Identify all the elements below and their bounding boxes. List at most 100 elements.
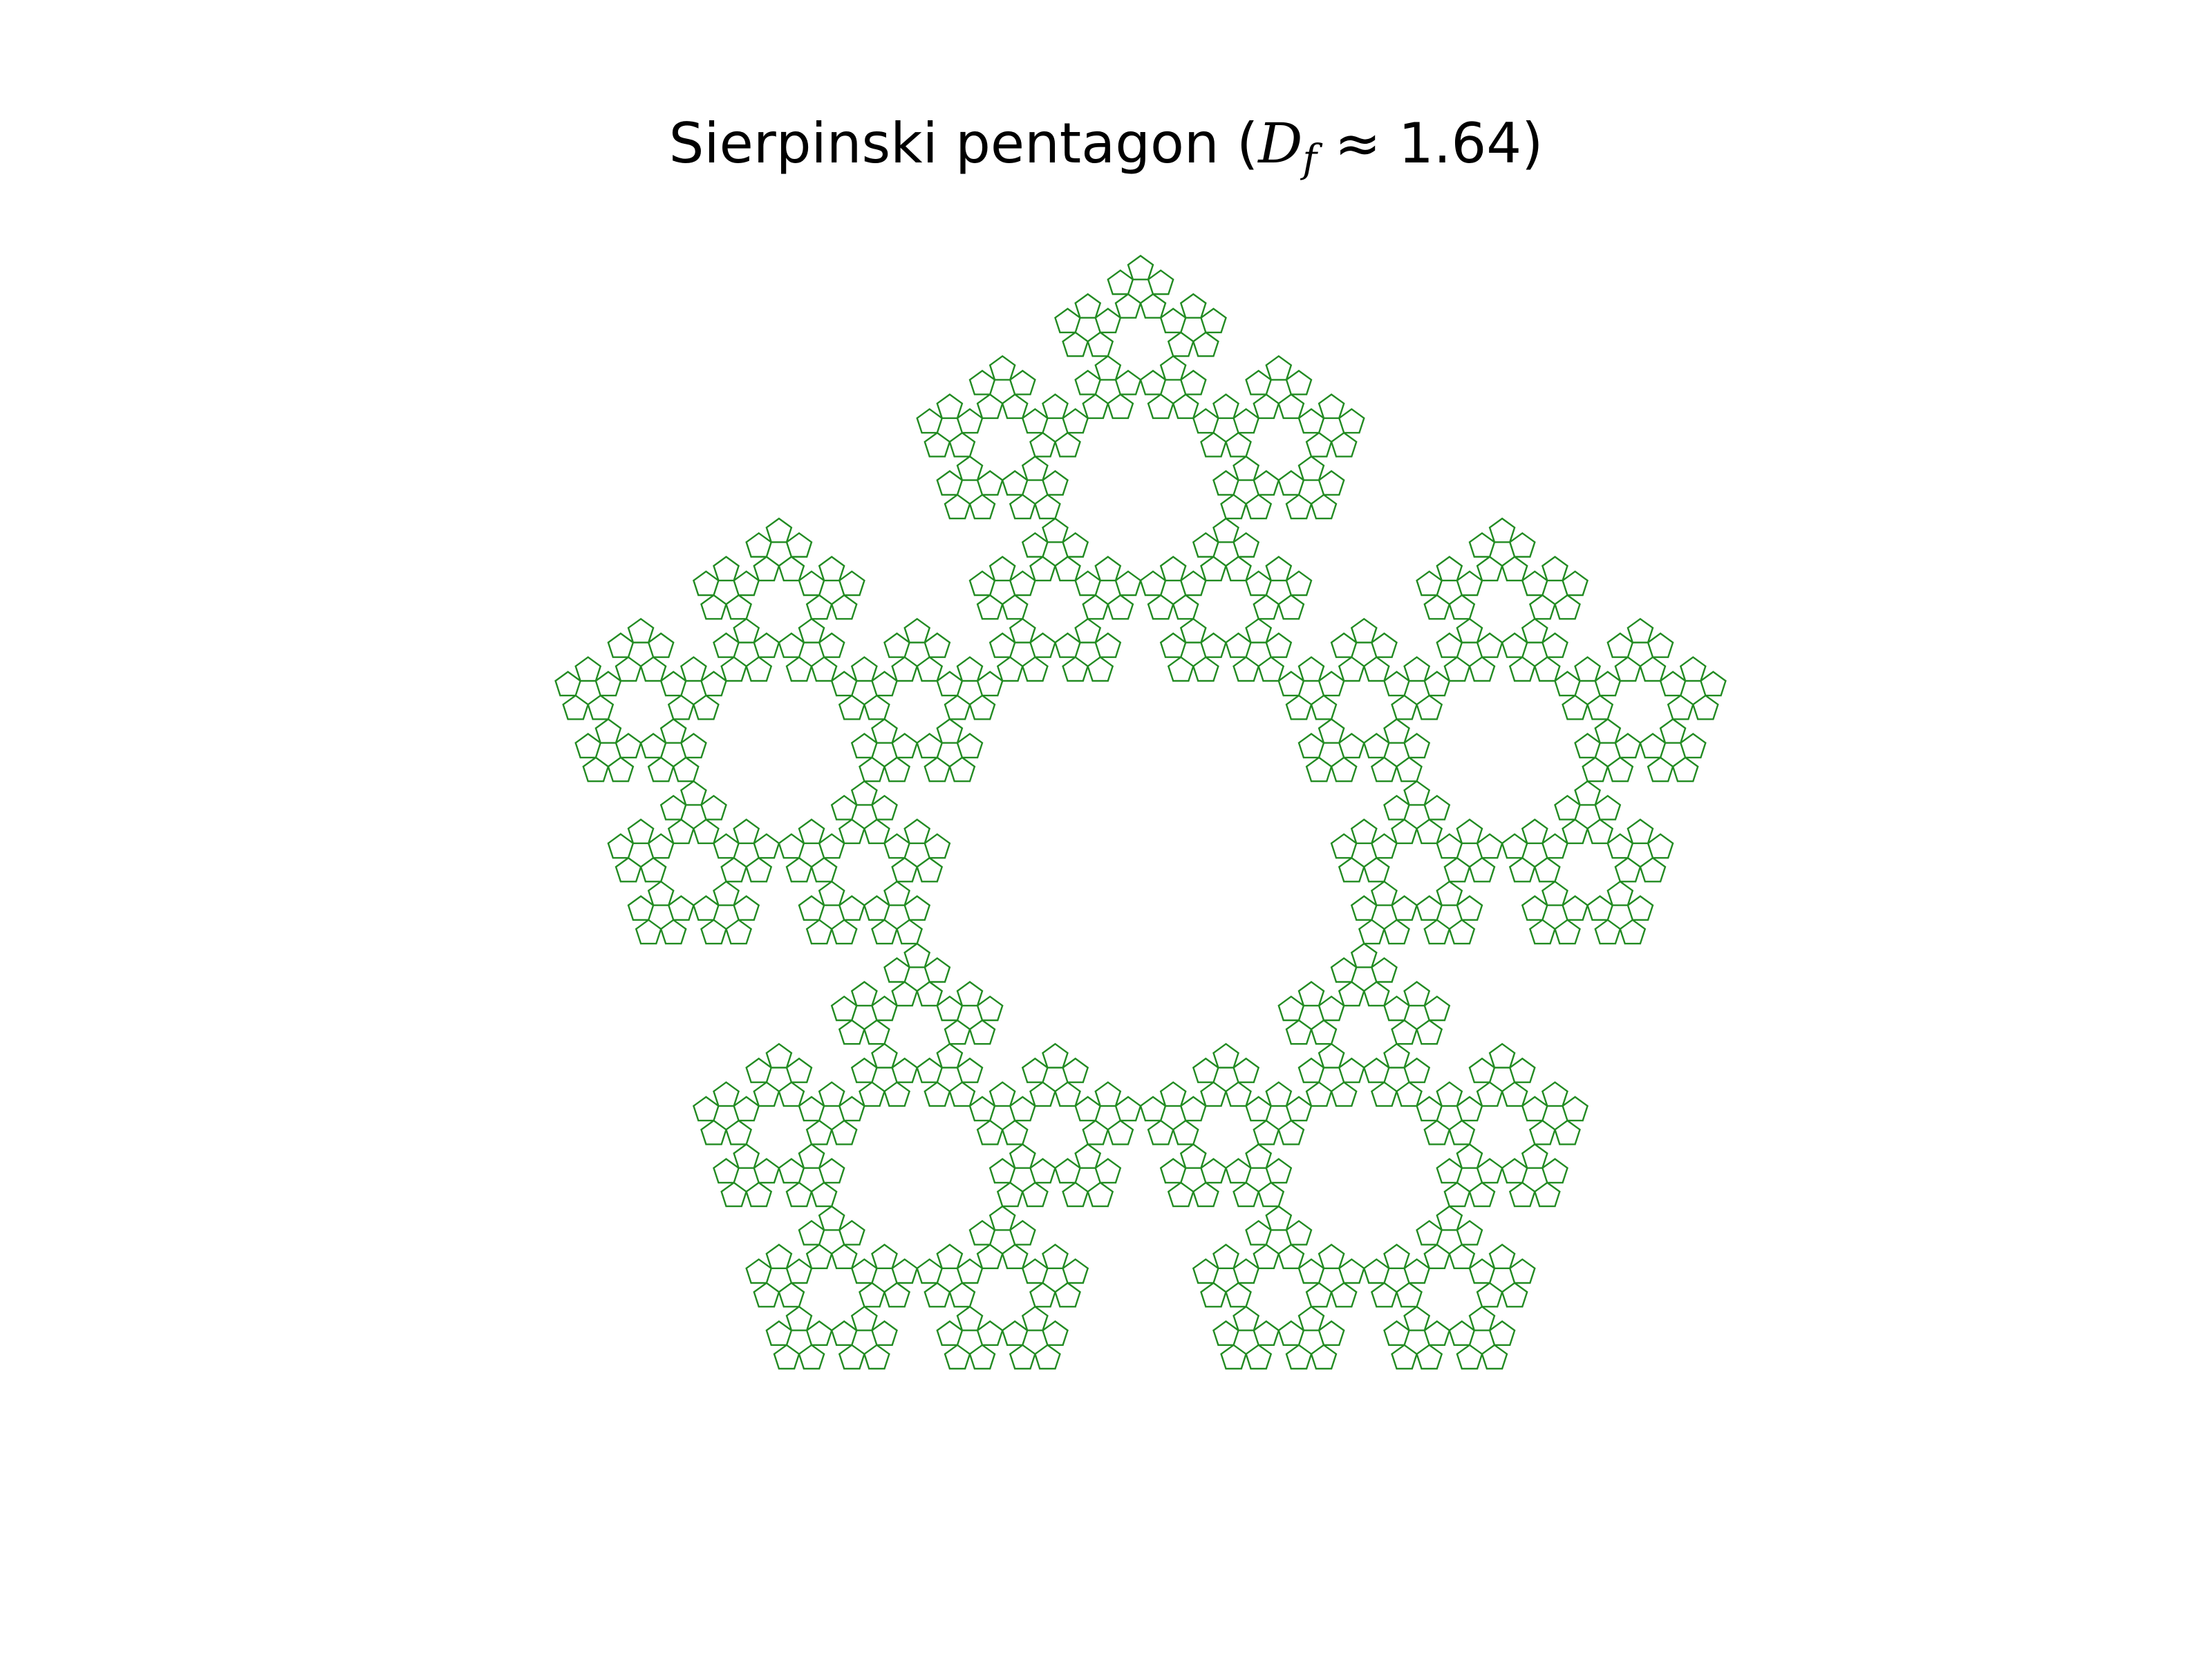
pentagon-cell [830, 919, 858, 945]
pentagon-cell [639, 733, 667, 759]
pentagon-cell [1062, 532, 1089, 558]
pentagon-cell [1468, 656, 1496, 682]
pentagon-cell [679, 780, 707, 806]
pentagon-cell [1554, 794, 1581, 821]
pentagon-cell [635, 919, 662, 945]
pentagon-cell [1245, 1096, 1273, 1122]
pentagon-cell [647, 880, 675, 906]
pentagon-cell [1277, 1119, 1305, 1145]
pentagon-cell [1614, 733, 1642, 759]
pentagon-cell [1009, 1096, 1036, 1122]
pentagon-cell [659, 919, 687, 945]
pentagon-cell [1285, 369, 1313, 395]
pentagon-cell [1416, 1096, 1443, 1122]
pentagon-cell [1200, 632, 1227, 658]
pentagon-cell [1574, 656, 1602, 682]
pentagon-cell [1594, 794, 1622, 821]
pentagon-cell [988, 355, 1016, 381]
pentagon-cell [798, 1219, 825, 1246]
pentagon-cell [924, 756, 951, 782]
pentagon-cell [1508, 856, 1536, 883]
pentagon-cell [883, 957, 911, 983]
pentagon-cell [1179, 570, 1207, 597]
pentagon-cell [1416, 818, 1443, 845]
pentagon-cell [1001, 594, 1029, 620]
pentagon-cell [753, 556, 780, 581]
pentagon-cell [924, 431, 951, 458]
pentagon-cell [805, 1320, 833, 1347]
pentagon-cell [1253, 393, 1280, 420]
pentagon-cell [1554, 1119, 1581, 1145]
pentagon-cell [863, 1019, 890, 1045]
pentagon-cell [1436, 1158, 1463, 1184]
pentagon-cell [1297, 1305, 1325, 1331]
pentagon-cell [1021, 455, 1049, 481]
pentagon-cell [956, 455, 984, 481]
pentagon-cell [1396, 1282, 1423, 1308]
pentagon-cell [1582, 756, 1609, 782]
pentagon-cell [850, 656, 878, 682]
pentagon-cell [1456, 1143, 1483, 1169]
pentagon-cell [1370, 756, 1398, 782]
pentagon-cell [1488, 1320, 1516, 1347]
pentagon-cell [627, 895, 655, 921]
pentagon-cell [1362, 733, 1390, 759]
pentagon-cell [1029, 1158, 1056, 1184]
pentagon-cell [713, 1158, 740, 1184]
pentagon-cell [1192, 656, 1219, 682]
pentagon-cell [871, 794, 898, 821]
pentagon-cell [850, 1305, 878, 1331]
pentagon-cell [1533, 1181, 1561, 1208]
pentagon-cell [713, 833, 740, 859]
pentagon-cell [976, 1119, 1004, 1145]
pentagon-cell [1265, 1205, 1293, 1231]
pentagon-cell [1200, 1081, 1227, 1107]
pentagon-cell [988, 1158, 1016, 1184]
pentagon-cell [659, 718, 687, 744]
pentagon-cell [903, 617, 931, 644]
pentagon-cell [1094, 355, 1122, 381]
pentagon-cell [1200, 1158, 1227, 1184]
pentagon-cell [679, 656, 707, 682]
pentagon-cell [745, 1181, 773, 1208]
pentagon-cell [1082, 393, 1109, 420]
pentagon-cell [1009, 1344, 1036, 1370]
pentagon-cell [1232, 532, 1260, 558]
pentagon-cell [1074, 293, 1102, 319]
pentagon-cell [1481, 1344, 1508, 1370]
pentagon-cell [785, 532, 813, 558]
pentagon-cell [1416, 694, 1443, 720]
pentagon-cell [863, 1344, 890, 1370]
pentagon-cell [1541, 1158, 1568, 1184]
pentagon-cell [1212, 1244, 1239, 1270]
pentagon-cell [1087, 1181, 1114, 1208]
pentagon-cell [1159, 1081, 1187, 1107]
pentagon-cell [1350, 895, 1378, 921]
pentagon-cell [554, 671, 582, 697]
pentagon-cell [1659, 718, 1687, 744]
pentagon-cell [1021, 1258, 1049, 1284]
pentagon-cell [976, 470, 1004, 496]
pentagon-cell [1062, 1258, 1089, 1284]
pentagon-cell [1370, 880, 1398, 906]
pentagon-cell [830, 671, 858, 697]
pentagon-cell [1200, 431, 1227, 458]
pentagon-cell [753, 1282, 780, 1308]
pentagon-cell [924, 632, 951, 658]
pentagon-cell [1054, 431, 1081, 458]
pentagon-cell [810, 1181, 838, 1208]
pentagon-cell [1179, 293, 1207, 319]
pentagon-cell [798, 570, 825, 597]
pentagon-cell [1541, 880, 1568, 906]
pentagon-cell [778, 1081, 805, 1107]
pentagon-cell [1619, 919, 1647, 945]
pentagon-cell [1383, 794, 1410, 821]
pentagon-cell [733, 818, 760, 845]
pentagon-cell [1456, 617, 1483, 644]
pentagon-cell [1297, 733, 1325, 759]
pentagon-cell [700, 671, 727, 697]
pentagon-cell [1383, 1320, 1410, 1347]
pentagon-cell [1265, 632, 1293, 658]
pentagon-cell [587, 694, 615, 720]
pentagon-cell [1448, 594, 1476, 620]
